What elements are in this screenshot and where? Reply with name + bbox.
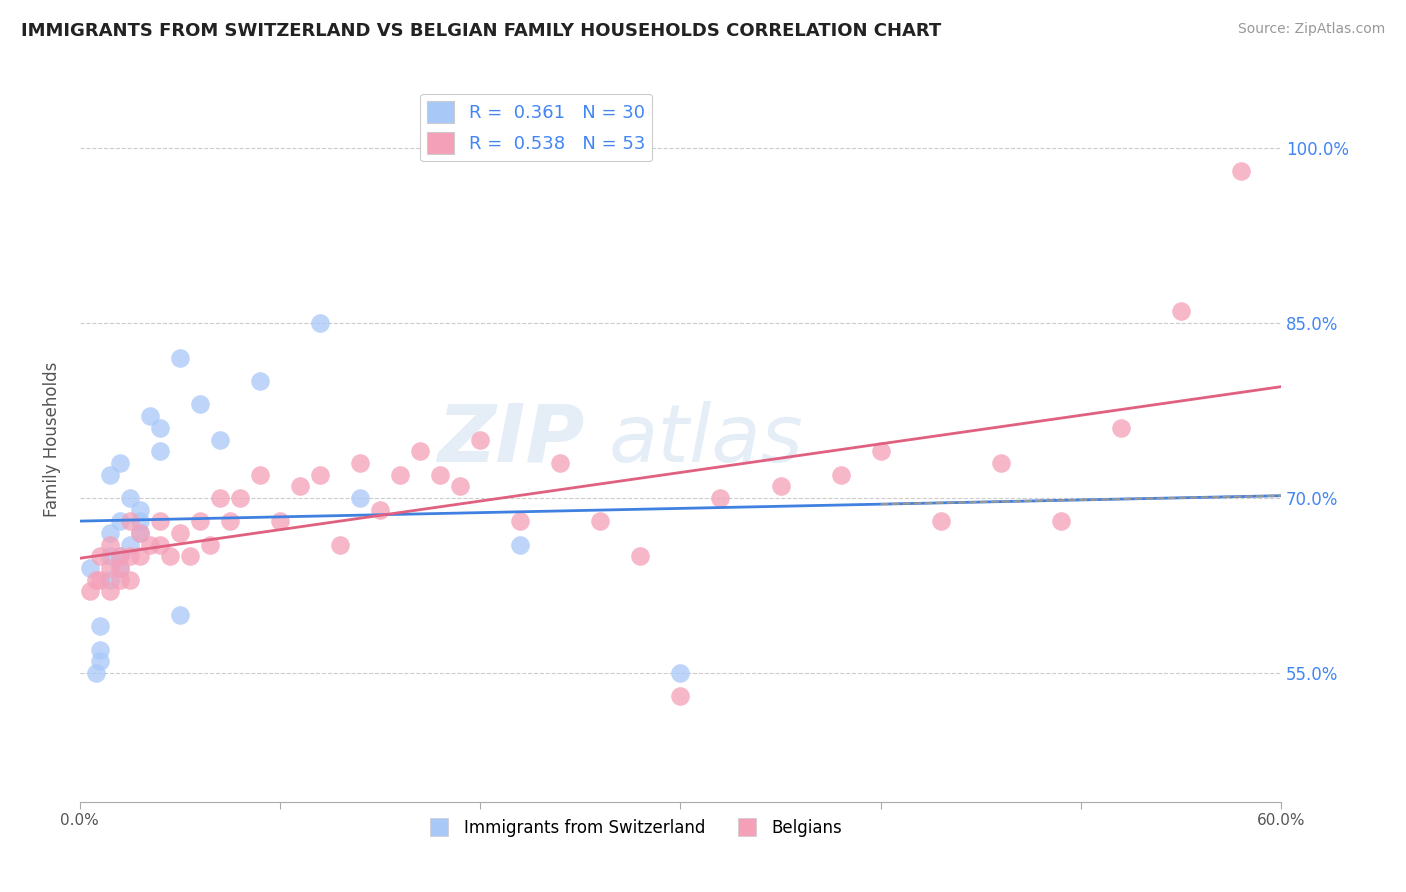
Point [89,642,111,657]
Point [108,514,131,528]
Point [129,525,152,540]
Point [129,549,152,564]
Point [309,316,332,330]
Point [108,561,131,575]
Point [169,525,191,540]
Point [118,573,141,587]
Point [98,573,121,587]
Point [84,573,107,587]
Point [169,607,191,622]
Point [169,351,191,365]
Point [98,584,121,599]
Text: IMMIGRANTS FROM SWITZERLAND VS BELGIAN FAMILY HOUSEHOLDS CORRELATION CHART: IMMIGRANTS FROM SWITZERLAND VS BELGIAN F… [21,22,942,40]
Point [249,374,271,388]
Point [108,549,131,564]
Point [84,666,107,681]
Point [1109,421,1132,435]
Point [349,456,371,470]
Point [149,444,172,458]
Point [118,514,141,528]
Point [709,491,731,505]
Point [108,549,131,564]
Legend: Immigrants from Switzerland, Belgians: Immigrants from Switzerland, Belgians [416,813,849,844]
Point [108,573,131,587]
Point [188,514,211,528]
Point [329,538,352,552]
Point [628,549,651,564]
Point [589,514,612,528]
Point [118,549,141,564]
Y-axis label: Family Households: Family Households [44,362,60,517]
Point [669,690,692,704]
Point [449,479,471,493]
Point [98,538,121,552]
Point [669,666,692,681]
Point [79,584,101,599]
Point [509,514,531,528]
Point [149,421,172,435]
Point [198,538,221,552]
Point [929,514,952,528]
Point [229,491,252,505]
Point [1230,164,1253,178]
Point [208,491,231,505]
Point [89,573,111,587]
Point [89,549,111,564]
Point [269,514,291,528]
Point [129,525,152,540]
Point [869,444,891,458]
Point [830,467,852,482]
Point [139,538,162,552]
Point [509,538,531,552]
Point [179,549,201,564]
Point [219,514,242,528]
Point [769,479,792,493]
Point [98,525,121,540]
Point [188,397,211,411]
Point [149,514,172,528]
Point [409,444,432,458]
Point [368,502,391,516]
Point [79,561,101,575]
Point [118,491,141,505]
Point [89,655,111,669]
Point [89,619,111,633]
Point [159,549,181,564]
Point [108,456,131,470]
Point [990,456,1012,470]
Point [349,491,371,505]
Point [288,479,311,493]
Point [129,514,152,528]
Point [108,561,131,575]
Point [309,467,332,482]
Point [1170,304,1192,318]
Point [249,467,271,482]
Point [389,467,412,482]
Point [208,433,231,447]
Point [429,467,451,482]
Text: ZIP: ZIP [437,401,585,478]
Point [1049,514,1071,528]
Point [118,538,141,552]
Point [139,409,162,424]
Point [149,538,172,552]
Point [98,467,121,482]
Text: Source: ZipAtlas.com: Source: ZipAtlas.com [1237,22,1385,37]
Point [550,456,572,470]
Point [98,549,121,564]
Point [98,561,121,575]
Point [129,502,152,516]
Point [470,433,492,447]
Text: atlas: atlas [609,401,803,478]
